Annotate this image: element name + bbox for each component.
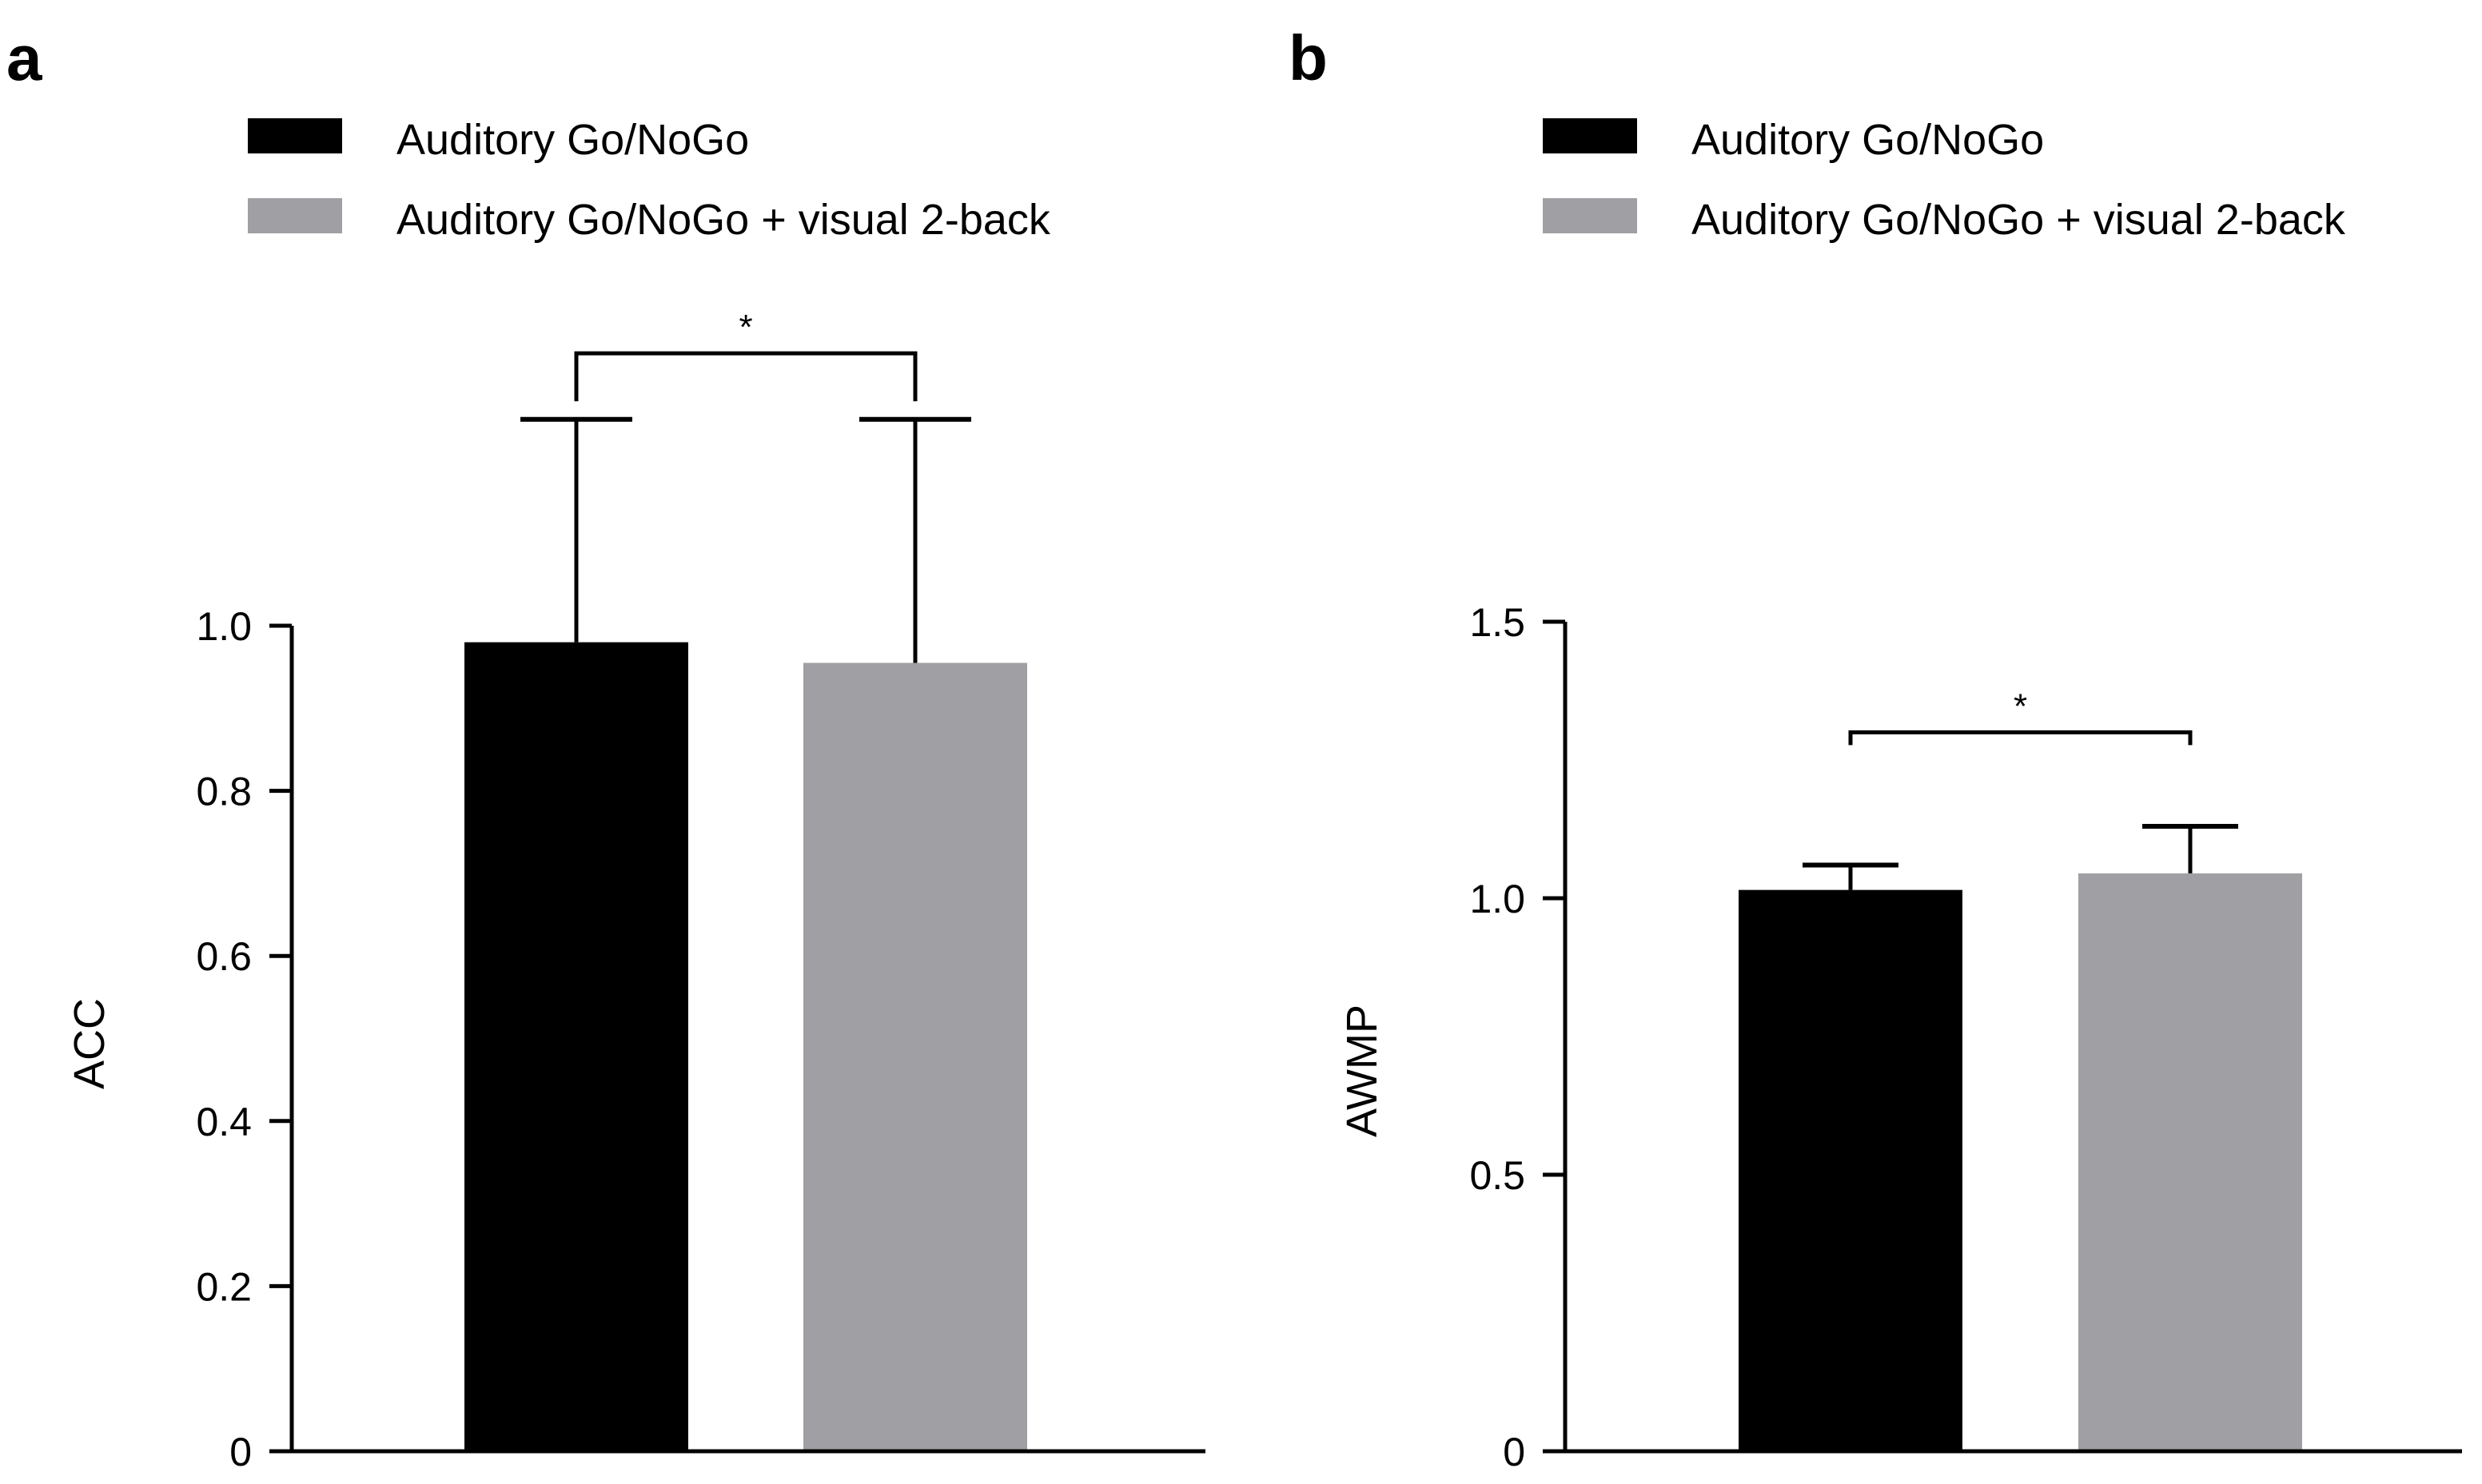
panel-b-legend-label-2: Auditory Go/NoGo + visual 2-back [1691, 196, 2346, 244]
panel-b-y-axis-label: AWMP [1338, 1005, 1386, 1137]
panel-b-legend: Auditory Go/NoGo Auditory Go/NoGo + visu… [1543, 116, 2346, 244]
panel-b: b Auditory Go/NoGo Auditory Go/NoGo + vi… [1289, 22, 2462, 1474]
panel-a-y-tick-label: 0.4 [196, 1100, 252, 1144]
panel-a-y-tick-label: 0.6 [196, 934, 252, 979]
panel-a-plot: 0 0.2 0.4 0.6 0.8 1.0 * [196, 308, 1205, 1474]
panel-b-significance-bracket [1848, 730, 2193, 746]
panel-b-legend-swatch-2 [1543, 198, 1637, 233]
panel-a-bar-1 [464, 642, 688, 1451]
panel-b-label: b [1289, 22, 1328, 93]
panel-a-legend-label-1: Auditory Go/NoGo [396, 116, 749, 164]
panel-b-significance-label: * [2014, 686, 2027, 726]
panel-a-y-tick-label: 0 [229, 1430, 252, 1474]
panel-b-y-tick-label: 0.5 [1469, 1153, 1525, 1198]
panel-b-bar-2 [2078, 873, 2302, 1451]
panel-b-legend-label-1: Auditory Go/NoGo [1691, 116, 2044, 164]
panel-b-plot: 0 0.5 1.0 1.5 * [1469, 600, 2462, 1474]
panel-a-y-tick-label: 0.2 [196, 1264, 252, 1309]
panel-b-legend-swatch-1 [1543, 118, 1637, 153]
panel-a-y-tick-label: 0.8 [196, 770, 252, 814]
panel-a-bar-2 [803, 662, 1027, 1451]
panel-b-y-tick-label: 1.0 [1469, 877, 1525, 921]
panel-a-legend-swatch-1 [248, 118, 342, 153]
panel-a-legend-swatch-2 [248, 198, 342, 233]
panel-a-significance-label: * [739, 308, 752, 347]
panel-b-bar-1 [1739, 889, 1962, 1451]
panel-a-y-tick-label: 1.0 [196, 604, 252, 649]
panel-b-y-tick-label: 1.5 [1469, 600, 1525, 645]
panel-a-label: a [6, 22, 42, 93]
panel-a-legend-label-2: Auditory Go/NoGo + visual 2-back [396, 196, 1051, 244]
panel-a: a Auditory Go/NoGo Auditory Go/NoGo + vi… [6, 22, 1205, 1474]
panel-b-y-tick-label: 0 [1503, 1430, 1525, 1474]
panel-a-significance-bracket [574, 351, 918, 402]
panel-a-legend: Auditory Go/NoGo Auditory Go/NoGo + visu… [248, 116, 1051, 244]
panel-a-y-axis-label: ACC [66, 998, 114, 1089]
